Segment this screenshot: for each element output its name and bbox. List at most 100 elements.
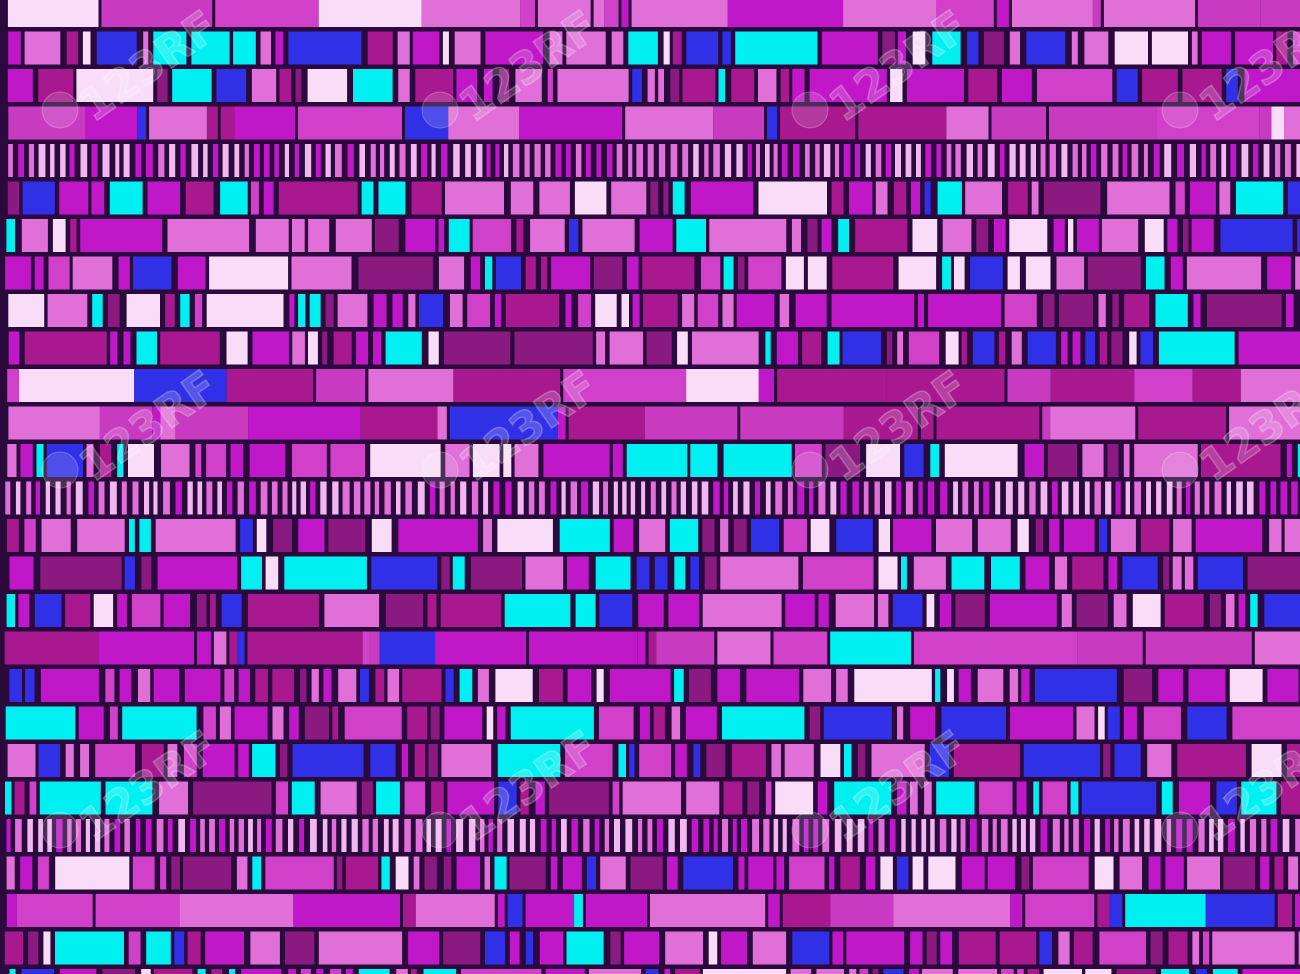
block [185, 181, 214, 215]
block [1116, 969, 1156, 974]
block [878, 819, 885, 852]
block [202, 744, 235, 777]
block [1247, 556, 1300, 590]
block [740, 406, 844, 440]
block [309, 294, 321, 327]
block [1021, 669, 1030, 702]
block [1016, 781, 1027, 815]
block [488, 819, 493, 852]
block [637, 631, 646, 665]
block [835, 594, 875, 627]
block [976, 219, 989, 252]
block [944, 444, 1018, 477]
block [98, 481, 105, 515]
block [1027, 969, 1039, 974]
block [494, 294, 502, 327]
block [562, 856, 582, 890]
block [691, 481, 698, 515]
block [1271, 106, 1285, 140]
block [1099, 931, 1146, 965]
block [1018, 481, 1025, 515]
block [1205, 894, 1275, 927]
block [1254, 631, 1300, 665]
block [792, 931, 830, 965]
block [379, 631, 436, 665]
block [918, 481, 923, 515]
block [831, 181, 844, 215]
block [972, 331, 995, 365]
block [611, 181, 647, 215]
block [48, 256, 70, 290]
block [904, 444, 924, 477]
block [925, 144, 932, 177]
block [456, 856, 481, 890]
block [1020, 819, 1026, 852]
block [493, 481, 500, 515]
block [920, 406, 934, 440]
block [324, 594, 380, 627]
block [738, 256, 745, 290]
block [24, 31, 61, 65]
block [252, 331, 289, 365]
block [703, 819, 709, 852]
block [255, 669, 268, 702]
block [880, 856, 893, 890]
block [578, 294, 591, 327]
block [539, 931, 564, 965]
block [621, 0, 629, 27]
block [197, 481, 203, 515]
block [686, 781, 720, 815]
block [292, 444, 327, 477]
block [1131, 144, 1139, 177]
block [534, 144, 541, 177]
block [234, 106, 296, 140]
block [974, 481, 979, 515]
block [1113, 594, 1127, 627]
block [118, 256, 130, 290]
block [1164, 594, 1204, 627]
block [45, 481, 50, 515]
block [618, 744, 626, 777]
block [1134, 444, 1198, 477]
block [592, 481, 600, 515]
block [288, 819, 294, 852]
block [25, 669, 35, 702]
block [1286, 444, 1292, 477]
block [780, 106, 856, 140]
block [203, 144, 208, 177]
block [298, 106, 402, 140]
block [123, 331, 131, 365]
block [1280, 481, 1288, 515]
block [15, 481, 21, 515]
block [1138, 406, 1227, 440]
block [485, 256, 493, 290]
block [1295, 256, 1300, 290]
block [1005, 481, 1013, 515]
block [1195, 969, 1207, 974]
block [381, 856, 390, 890]
block [184, 669, 221, 702]
block [1143, 144, 1148, 177]
block [1037, 69, 1113, 102]
block [1009, 669, 1019, 702]
block [6, 594, 16, 627]
block [1063, 519, 1095, 552]
block [136, 331, 157, 365]
block [1004, 294, 1037, 327]
block [517, 481, 524, 515]
block [1229, 406, 1300, 440]
block [187, 931, 201, 965]
block [1219, 181, 1231, 215]
block [445, 669, 454, 702]
block [838, 219, 849, 252]
block [936, 0, 994, 27]
watermark-logo [791, 451, 829, 489]
block [419, 294, 444, 327]
block [1259, 106, 1272, 140]
block [648, 631, 657, 665]
block [857, 819, 865, 852]
block [977, 669, 1004, 702]
block [1059, 294, 1093, 327]
block [347, 144, 354, 177]
block [756, 144, 760, 177]
